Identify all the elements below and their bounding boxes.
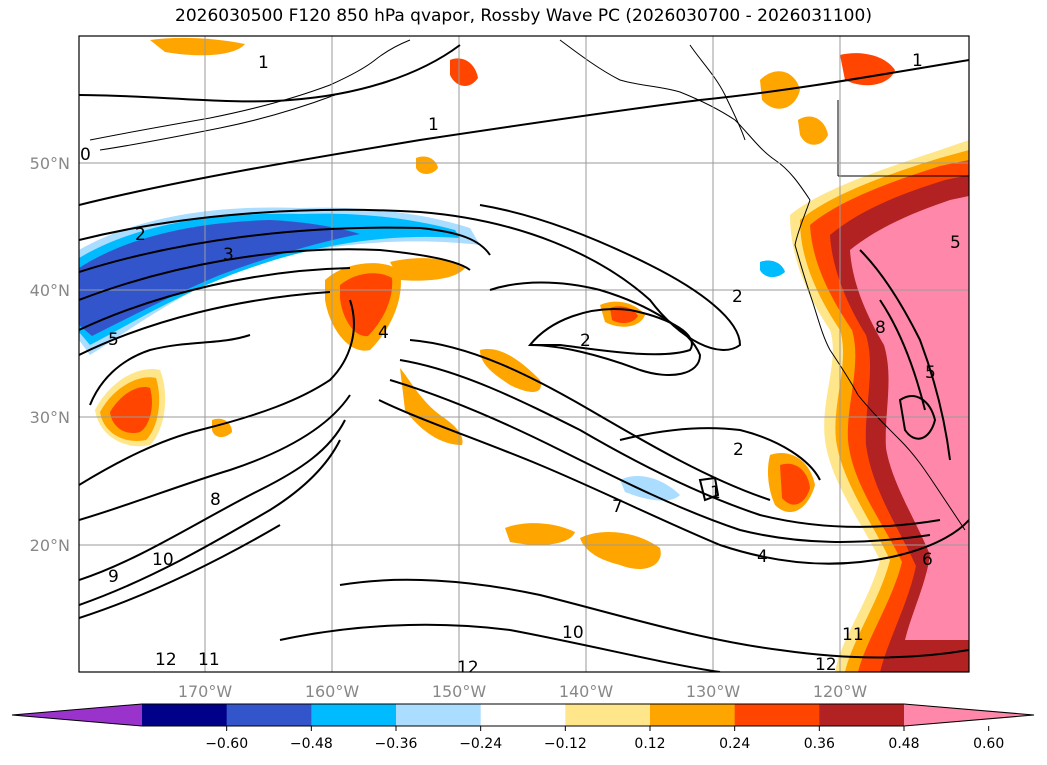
contour-label: 2: [580, 331, 591, 351]
colorbar-tick-label: −0.24: [459, 736, 502, 752]
colorbar-swatch: [734, 704, 820, 726]
colorbar-tick-label: −0.12: [544, 736, 587, 752]
contour-label: 1: [710, 483, 721, 503]
contour-lines: [79, 44, 969, 672]
contour-label: 5: [925, 363, 936, 383]
contour-label: 4: [378, 323, 389, 343]
contour-label: 1: [258, 53, 269, 73]
colorbar-tick-label: 0.12: [634, 736, 665, 752]
colorbar-swatch: [480, 704, 566, 726]
lat-label-30n: 30°N: [30, 408, 70, 427]
colorbar-swatch: [226, 704, 312, 726]
contour-label: 11: [198, 650, 220, 670]
colorbar-outline: [11, 703, 1035, 727]
contour-label: 6: [922, 550, 933, 570]
colorbar-swatch: [142, 704, 228, 726]
contour-label: 9: [108, 567, 119, 587]
colorbar-swatch: [650, 704, 736, 726]
contour-label-group: 1 1 1 0 2 3 5 4 2 2 2 1 7 4 8 9 10 10 11…: [80, 51, 961, 678]
contour-label: 3: [223, 245, 234, 265]
contour-label: 5: [950, 233, 961, 253]
colorbar-swatch: [565, 704, 651, 726]
lon-label-140w: 140°W: [559, 682, 614, 701]
lat-label-20n: 20°N: [30, 536, 70, 555]
colorbar: −0.60 −0.48 −0.36 −0.24 −0.12 0.12 0.24 0.36 0.4…: [11, 703, 1035, 752]
colorbar-tick-label: 0.24: [719, 736, 750, 752]
colorbar-swatch: [311, 704, 397, 726]
colorbar-tick-label: 0.48: [888, 736, 919, 752]
contour-label: 11: [842, 625, 864, 645]
contour-label: 2: [135, 225, 146, 245]
colorbar-tick-label: −0.36: [375, 736, 418, 752]
lon-label-160w: 160°W: [305, 682, 360, 701]
colorbar-tick-label: −0.60: [205, 736, 248, 752]
colorbar-extend-high: [904, 704, 1034, 726]
contour-label: 12: [155, 650, 177, 670]
colorbar-tick-label: 0.60: [973, 736, 1004, 752]
contour-label: 1: [912, 51, 923, 71]
contour-label: 8: [210, 490, 221, 510]
contour-label: 5: [108, 330, 119, 350]
colorbar-tick-label: 0.36: [804, 736, 835, 752]
lon-label-170w: 170°W: [178, 682, 233, 701]
contour-label: 7: [612, 497, 623, 517]
coastlines: [89, 39, 969, 531]
lon-label-130w: 130°W: [686, 682, 741, 701]
lon-label-120w: 120°W: [813, 682, 868, 701]
contour-label: 2: [732, 287, 743, 307]
contour-label: 12: [457, 658, 479, 678]
lat-label-50n: 50°N: [30, 154, 70, 173]
contour-label: 4: [757, 547, 768, 567]
colorbar-tick-label: −0.48: [290, 736, 333, 752]
colorbar-swatch: [819, 704, 905, 726]
contour-label: 2: [733, 440, 744, 460]
positive-anomaly-subtropics: [95, 37, 895, 569]
colorbar-extend-low: [12, 704, 142, 726]
lat-label-40n: 40°N: [30, 281, 70, 300]
contour-label: 1: [428, 115, 439, 135]
positive-anomaly-west-coast: [790, 140, 969, 672]
lon-label-150w: 150°W: [432, 682, 487, 701]
latitude-labels: 50°N 40°N 30°N 20°N: [30, 154, 70, 555]
contour-label: 8: [875, 318, 886, 338]
contour-label: 10: [152, 550, 174, 570]
map-frame: [78, 35, 970, 673]
map-title: 2026030500 F120 850 hPa qvapor, Rossby W…: [175, 6, 872, 26]
contour-label: 10: [562, 623, 584, 643]
map-panel: 1 1 1 0 2 3 5 4 2 2 2 1 7 4 8 9 10 10 11…: [79, 36, 969, 678]
colorbar-swatch: [396, 704, 482, 726]
contour-label: 12: [815, 655, 837, 675]
contour-label: 0: [80, 145, 91, 165]
longitude-labels: 170°W 160°W 150°W 140°W 130°W 120°W: [178, 682, 868, 701]
